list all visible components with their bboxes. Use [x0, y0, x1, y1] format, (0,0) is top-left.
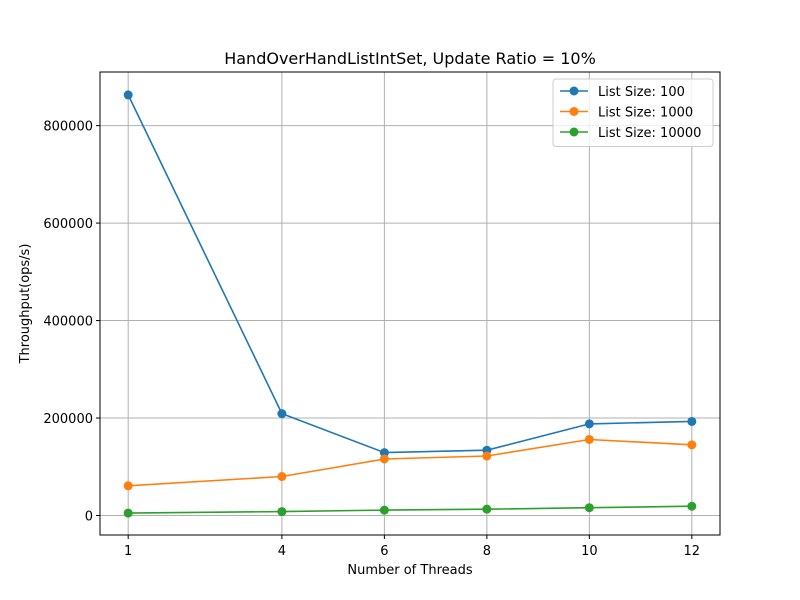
data-point: [123, 481, 133, 491]
y-tick-label: 600000: [43, 217, 93, 232]
x-tick-label: 6: [380, 544, 388, 559]
x-tick-label: 12: [684, 544, 701, 559]
legend-marker: [569, 127, 579, 137]
x-axis-label: Number of Threads: [347, 563, 472, 578]
series-line: [128, 438, 692, 487]
x-tick-label: 10: [581, 544, 598, 559]
y-tick-label: 800000: [43, 120, 93, 135]
data-point: [123, 508, 133, 518]
series-line: [127, 94, 692, 454]
data-point: [379, 505, 389, 515]
legend-box: [552, 78, 714, 147]
axes-frame: [99, 71, 721, 536]
legend-marker: [569, 86, 579, 96]
data-point: [687, 416, 697, 426]
legend-label: List Size: 100: [598, 85, 685, 100]
data-point: [277, 409, 287, 419]
data-point: [379, 448, 389, 458]
data-point: [277, 472, 287, 482]
y-tick-label: 0: [85, 510, 93, 525]
x-tick-label: 8: [483, 544, 491, 559]
data-point: [584, 419, 594, 429]
data-point: [584, 503, 594, 513]
y-axis-label: Throughput(ops/s): [18, 244, 33, 365]
series-line: [128, 505, 692, 514]
legend-label: List Size: 10000: [598, 126, 701, 141]
legend-marker: [569, 107, 579, 116]
data-point: [379, 454, 389, 464]
data-point: [482, 504, 492, 514]
legend: List Size: 100 List Size: 1000 List Size: …: [552, 78, 714, 147]
axis-ticks: 1 4 6 8 10 12 0 200000 400000 600000 800000: [43, 120, 700, 559]
data-point: [687, 440, 697, 450]
data-point: [687, 501, 697, 511]
x-tick-label: 1: [124, 544, 132, 559]
data-point: [482, 451, 492, 461]
y-tick-label: 400000: [43, 315, 93, 330]
chart-title: HandOverHandListIntSet, Update Ratio = 1…: [224, 49, 596, 68]
legend-label: List Size: 1000: [598, 106, 693, 121]
plot-area: [123, 90, 697, 518]
x-tick-label: 4: [278, 544, 286, 559]
data-point: [584, 434, 594, 444]
data-point: [123, 90, 133, 100]
y-tick-label: 200000: [43, 412, 93, 427]
data-point: [277, 507, 287, 517]
